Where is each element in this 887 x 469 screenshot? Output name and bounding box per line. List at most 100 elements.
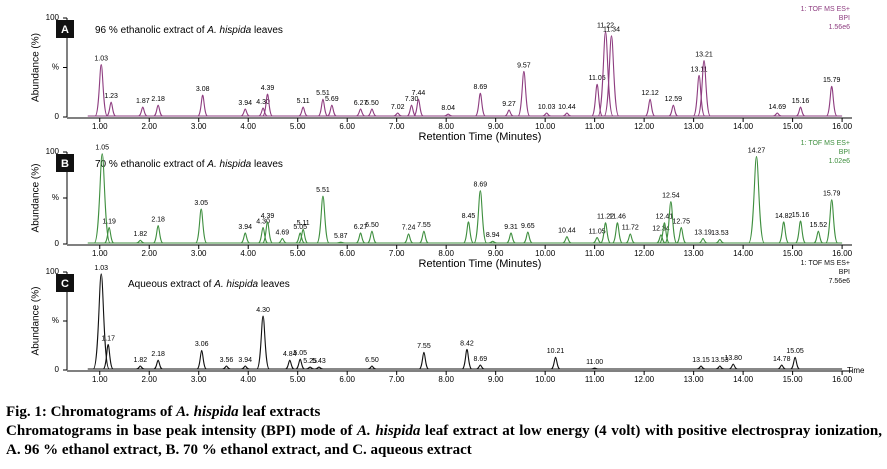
y-axis-label: Abundance (%) <box>31 33 42 102</box>
peak <box>153 104 163 117</box>
peak-label: 2.18 <box>151 96 165 103</box>
peak-label: 5.05 <box>293 350 307 357</box>
peak-label: 7.44 <box>412 90 426 97</box>
peak <box>316 195 330 244</box>
peak <box>562 236 572 244</box>
x-tick-label: 16.00 <box>832 249 853 258</box>
x-tick-label: 3.00 <box>191 375 207 384</box>
peak-label: 10.44 <box>558 104 576 111</box>
peak <box>523 231 533 244</box>
peak-label: 5.51 <box>316 90 330 97</box>
peak <box>393 112 402 117</box>
peak-label: 4.30 <box>256 307 270 314</box>
instrument-info: 1.02e6 <box>829 158 851 165</box>
peak-label: 13.19 <box>694 229 712 236</box>
peak-label: 11.05 <box>589 75 606 82</box>
instrument-info: BPI <box>839 149 850 156</box>
peak-label: 13.21 <box>695 51 713 58</box>
peak <box>462 221 474 244</box>
subtitle-part: 70 % ethanolic extract of <box>95 159 207 170</box>
peak-label: 11.72 <box>622 225 639 232</box>
peak <box>195 208 208 244</box>
peak <box>106 101 116 117</box>
x-tick-label: 6.00 <box>339 375 355 384</box>
peak-label: 2.18 <box>151 216 165 223</box>
peak-label: 6.27 <box>354 224 368 231</box>
subtitle-part: Aqueous extract of <box>128 279 214 290</box>
peak <box>664 201 678 244</box>
peak <box>542 112 551 117</box>
peak-label: 15.16 <box>792 212 810 219</box>
peak <box>590 367 599 370</box>
x-tick-label: 11.00 <box>585 249 605 258</box>
x-tick-label: 10.00 <box>535 249 556 258</box>
peak-label: 5.11 <box>297 98 310 105</box>
x-tick-label: 15.00 <box>783 375 804 384</box>
peak <box>406 104 417 117</box>
peak-label: 3.08 <box>196 86 210 93</box>
peak-label: 1.19 <box>102 218 116 225</box>
peak <box>403 233 414 244</box>
x-tick-label: 11.00 <box>585 375 605 384</box>
peak <box>298 228 309 244</box>
caption-title-part: Fig. 1: Chromatograms of <box>6 404 177 420</box>
caption: Fig. 1: Chromatograms of A. hispida leaf… <box>6 403 882 460</box>
instrument-info: 1.56e6 <box>829 24 851 31</box>
x-tick-label: 4.00 <box>240 375 256 384</box>
peak <box>562 112 572 117</box>
x-tick-label: 11.00 <box>585 122 605 131</box>
peak-label: 8.04 <box>441 105 455 112</box>
peak <box>153 225 164 244</box>
peak-label: 1.23 <box>104 93 118 100</box>
peak-label: 9.31 <box>504 224 518 231</box>
y-axis-label: Abundance (%) <box>31 164 42 233</box>
peak <box>592 237 602 244</box>
peak-label: 1.82 <box>134 357 148 364</box>
peak <box>790 356 800 370</box>
peak-label: 2.18 <box>151 351 165 358</box>
peak-label: 13.80 <box>724 355 742 362</box>
caption-title: Fig. 1: Chromatograms of A. hispida leaf… <box>6 403 882 422</box>
instrument-info: BPI <box>839 269 850 276</box>
peak <box>488 240 497 244</box>
peak <box>262 93 273 117</box>
peak <box>825 199 839 244</box>
peak <box>625 233 635 244</box>
peak-label: 3.94 <box>238 224 252 231</box>
x-tick-label: 2.00 <box>141 375 157 384</box>
peak-label: 8.69 <box>474 84 488 91</box>
peak <box>258 107 268 117</box>
x-tick-label: 9.00 <box>488 375 504 384</box>
panel-badge <box>56 20 74 38</box>
peak <box>92 273 110 370</box>
x-tick-label: 6.00 <box>339 122 355 131</box>
peak <box>813 230 824 244</box>
peak <box>748 156 765 244</box>
panel-letter: A <box>61 24 69 36</box>
peak <box>327 104 337 117</box>
peak <box>240 232 250 244</box>
peak <box>715 365 725 370</box>
peak <box>698 237 708 244</box>
x-tick-label: 3.00 <box>191 249 207 258</box>
peak <box>258 226 269 244</box>
x-tick-label: 2.00 <box>141 249 157 258</box>
subtitle-part: A. hispida <box>213 279 258 290</box>
peak-label: 6.50 <box>365 222 379 229</box>
caption-text: Chromatograms in base peak intensity (BP… <box>6 422 882 460</box>
y-tick-label: 100 <box>46 147 60 156</box>
peak-label: 8.69 <box>474 356 488 363</box>
peak-label: 1.03 <box>94 265 108 272</box>
x-tick-label: 13.00 <box>684 249 705 258</box>
peak <box>696 365 706 370</box>
peak-label: 5.69 <box>325 96 339 103</box>
peak-label: 12.34 <box>652 226 670 233</box>
subtitle-part: A. hispida <box>206 159 251 170</box>
caption-title-part: A. hispida <box>176 404 239 420</box>
peak-label: 13.53 <box>711 357 729 364</box>
peak-label: 5.43 <box>312 358 326 365</box>
peak-label: 11.22 <box>597 214 614 221</box>
x-tick-label: 8.00 <box>438 375 454 384</box>
y-tick-label: 100 <box>46 13 60 22</box>
peak-label: 4.30 <box>256 218 270 225</box>
